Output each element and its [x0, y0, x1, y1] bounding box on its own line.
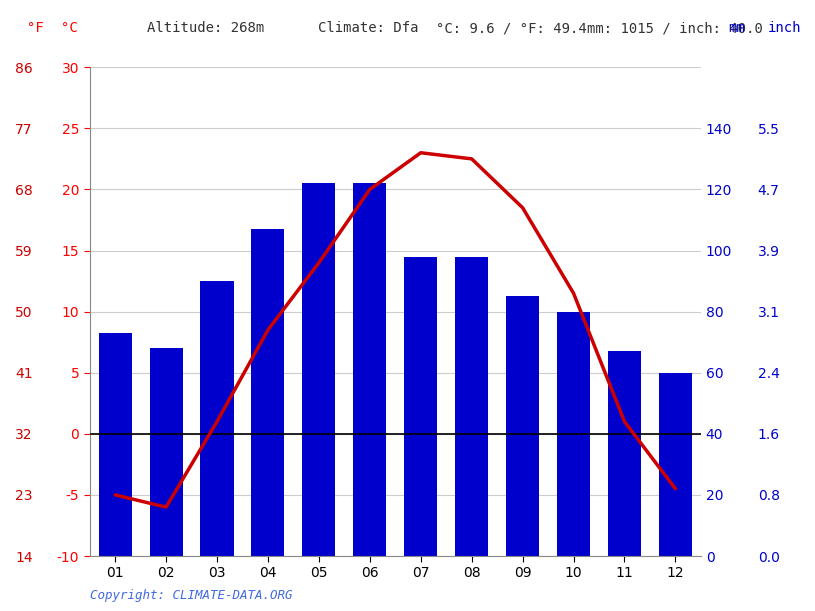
Text: inch: inch — [768, 21, 801, 35]
Bar — [99, 333, 132, 556]
Bar — [608, 351, 641, 556]
Text: °C: 9.6 / °F: 49.4: °C: 9.6 / °F: 49.4 — [436, 21, 587, 35]
Bar — [659, 373, 692, 556]
Bar — [353, 183, 386, 556]
Text: Copyright: CLIMATE-DATA.ORG: Copyright: CLIMATE-DATA.ORG — [90, 589, 292, 602]
Text: °C: °C — [61, 21, 77, 35]
Text: Climate: Dfa: Climate: Dfa — [318, 21, 418, 35]
Bar — [251, 229, 284, 556]
Bar — [404, 257, 438, 556]
Text: mm: mm — [728, 21, 745, 35]
Bar — [302, 183, 336, 556]
Text: °F: °F — [27, 21, 43, 35]
Bar — [455, 257, 488, 556]
Bar — [557, 312, 590, 556]
Text: Altitude: 268m: Altitude: 268m — [147, 21, 264, 35]
Bar — [149, 348, 183, 556]
Bar — [200, 281, 234, 556]
Text: mm: 1015 / inch: 40.0: mm: 1015 / inch: 40.0 — [587, 21, 763, 35]
Bar — [506, 296, 540, 556]
